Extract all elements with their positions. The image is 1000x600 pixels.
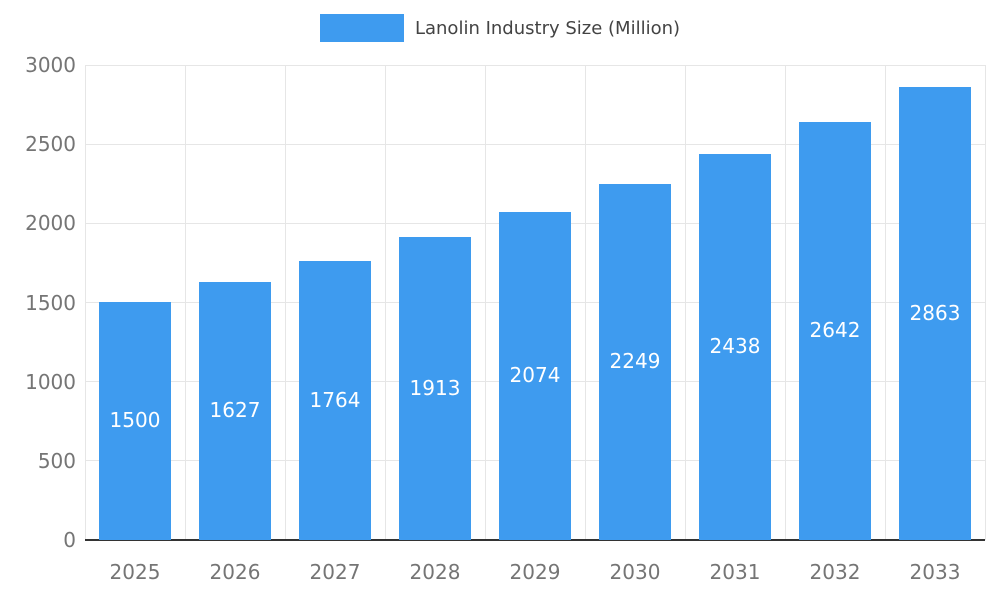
- y-axis-tick-label: 500: [37, 448, 76, 473]
- x-axis-tick-label: 2025: [109, 560, 161, 584]
- legend: Lanolin Industry Size (Million): [0, 14, 1000, 42]
- x-axis-tick-label: 2033: [909, 560, 961, 584]
- y-axis-tick-label: 0: [63, 528, 76, 552]
- bar-value-label: 1764: [309, 387, 361, 412]
- y-axis-tick-label: 3000: [25, 53, 76, 77]
- x-axis-tick-label: 2026: [209, 560, 261, 584]
- gridline-vertical: [984, 65, 986, 540]
- bar[interactable]: 1913: [399, 237, 471, 540]
- bar-value-label: 2438: [709, 334, 761, 358]
- gridline-vertical: [84, 65, 86, 540]
- x-axis-line: [85, 539, 985, 541]
- gridline-vertical: [584, 65, 586, 540]
- bar[interactable]: 1500: [99, 302, 171, 540]
- bar[interactable]: 2642: [799, 122, 871, 540]
- bar-value-label: 2863: [909, 300, 961, 325]
- bar-value-label: 1913: [409, 375, 461, 400]
- gridline-vertical: [684, 65, 686, 540]
- y-axis-tick-label: 2500: [25, 132, 76, 157]
- bar-value-label: 2074: [509, 363, 561, 387]
- bar[interactable]: 2438: [699, 154, 771, 540]
- gridline-horizontal: [85, 143, 985, 145]
- x-axis-tick-label: 2028: [409, 560, 461, 584]
- plot-area: 1500 1627 1764 1913 2074 2249 2438 2642 2863: [84, 64, 986, 541]
- x-axis-tick-label: 2027: [309, 560, 361, 584]
- y-axis-tick-label: 1500: [25, 290, 76, 315]
- bar[interactable]: 2863: [899, 87, 971, 540]
- gridline-vertical: [184, 65, 186, 540]
- gridline-vertical: [784, 65, 786, 540]
- bar[interactable]: 2249: [599, 184, 671, 540]
- x-axis-tick-label: 2032: [809, 560, 861, 584]
- bar-value-label: 2249: [609, 349, 661, 373]
- gridline-vertical: [384, 65, 386, 540]
- bar-value-label: 1627: [209, 398, 261, 422]
- gridline-vertical: [884, 65, 886, 540]
- x-axis-tick-label: 2030: [609, 560, 661, 584]
- legend-swatch: [319, 14, 404, 42]
- bar-value-label: 1500: [109, 408, 161, 432]
- bar[interactable]: 2074: [499, 212, 571, 540]
- bar[interactable]: 1627: [199, 282, 271, 540]
- x-axis-tick-label: 2029: [509, 560, 561, 584]
- y-axis-tick-label: 1000: [25, 369, 76, 394]
- bar-value-label: 2642: [809, 318, 861, 342]
- gridline-vertical: [484, 65, 486, 540]
- x-axis-tick-label: 2031: [709, 560, 761, 584]
- gridline-vertical: [284, 65, 286, 540]
- legend-label: Lanolin Industry Size (Million): [414, 17, 681, 39]
- y-axis-tick-label: 2000: [25, 211, 76, 236]
- gridline-horizontal: [85, 64, 985, 66]
- bar[interactable]: 1764: [299, 261, 371, 540]
